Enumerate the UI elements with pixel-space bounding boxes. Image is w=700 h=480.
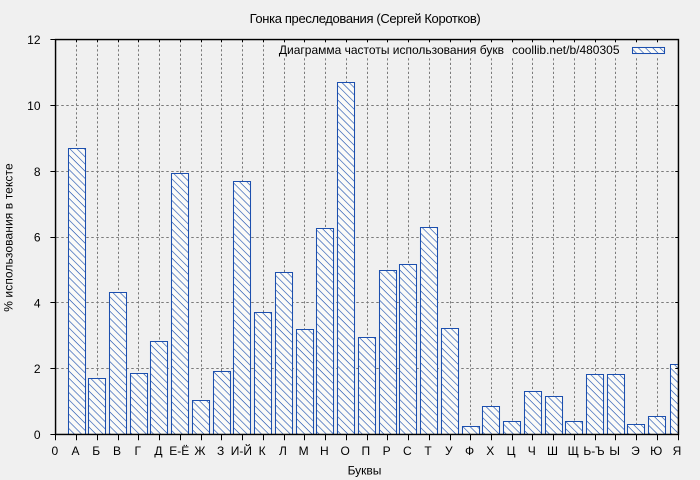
svg-text:Щ: Щ (568, 444, 579, 458)
svg-text:Ш: Ш (547, 444, 558, 458)
svg-text:Л: Л (279, 444, 287, 458)
svg-text:В: В (113, 444, 121, 458)
svg-text:Ф: Ф (465, 444, 474, 458)
svg-text:Ч: Ч (528, 444, 536, 458)
svg-text:12: 12 (27, 33, 41, 47)
svg-text:Ю: Ю (650, 444, 662, 458)
svg-text:coollib.net/b/480305: coollib.net/b/480305 (512, 43, 620, 57)
svg-text:Р: Р (383, 444, 391, 458)
svg-text:С: С (403, 444, 412, 458)
svg-text:Н: Н (320, 444, 329, 458)
svg-text:Е-Ё: Е-Ё (169, 444, 189, 458)
svg-text:Диаграмма частоты использовани: Диаграмма частоты использования букв (279, 43, 504, 57)
svg-text:А: А (71, 444, 79, 458)
svg-text:Б: Б (92, 444, 100, 458)
svg-text:Д: Д (154, 444, 162, 458)
svg-text:У: У (445, 444, 453, 458)
svg-text:Э: Э (631, 444, 640, 458)
svg-text:% использования в тексте: % использования в тексте (2, 163, 16, 312)
svg-text:З: З (217, 444, 224, 458)
svg-text:Ж: Ж (194, 444, 205, 458)
svg-text:Т: Т (424, 444, 432, 458)
svg-text:2: 2 (34, 362, 41, 376)
svg-text:Ь-Ъ: Ь-Ъ (583, 444, 604, 458)
svg-text:И-Й: И-Й (231, 443, 252, 458)
svg-text:К: К (259, 444, 266, 458)
svg-text:Х: Х (486, 444, 494, 458)
svg-text:П: П (362, 444, 371, 458)
svg-text:4: 4 (34, 296, 41, 310)
svg-text:Буквы: Буквы (348, 463, 382, 477)
svg-text:0: 0 (51, 444, 58, 458)
svg-text:Я: Я (673, 444, 682, 458)
svg-text:8: 8 (34, 165, 41, 179)
svg-text:М: М (299, 444, 309, 458)
svg-text:Ы: Ы (609, 444, 620, 458)
svg-text:6: 6 (34, 231, 41, 245)
svg-text:О: О (340, 444, 349, 458)
svg-text:10: 10 (27, 99, 41, 113)
svg-text:Ц: Ц (507, 444, 516, 458)
svg-text:Г: Г (134, 444, 141, 458)
svg-text:0: 0 (34, 428, 41, 442)
svg-text:Гонка преследования (Сергей Ко: Гонка преследования (Сергей Коротков) (250, 11, 481, 26)
